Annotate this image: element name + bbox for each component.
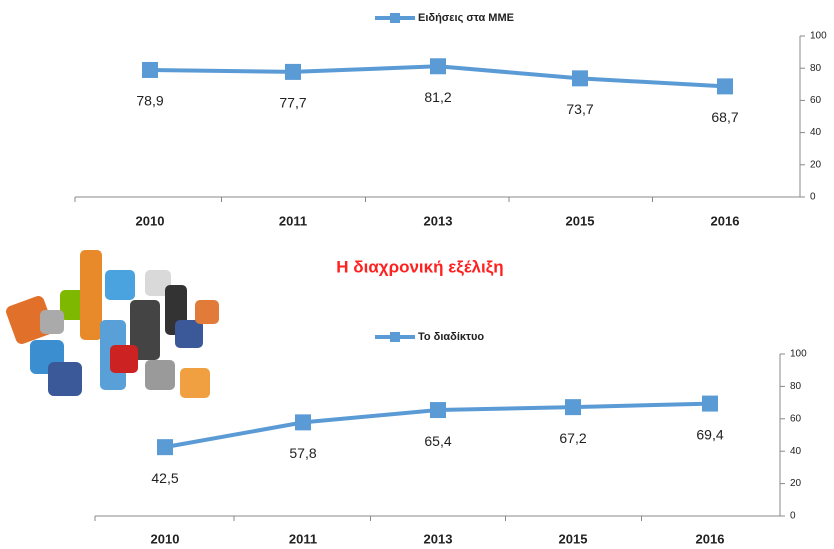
x-tick-label: 2016 [696,531,725,546]
point-marker [430,402,446,418]
x-tick-label: 2013 [424,531,453,546]
x-tick-label: 2010 [136,213,165,228]
y-tick-label: 20 [790,478,802,489]
legend-label: Το διαδίκτυο [418,331,484,343]
y-tick-label: 0 [790,511,796,522]
chart: Η διαχρονική εξέλιξη 0204060801002010201… [0,0,834,549]
y-tick-label: 80 [790,381,802,392]
y-tick-label: 80 [810,63,822,74]
value-label: 77,7 [279,95,306,111]
y-tick-label: 60 [790,413,802,424]
x-tick-label: 2015 [566,213,595,228]
value-label: 57,8 [289,445,316,461]
x-tick-label: 2013 [424,213,453,228]
point-marker [295,414,311,430]
y-tick-label: 100 [810,31,827,42]
heading: Η διαχρονική εξέλιξη [336,257,503,276]
point-marker [565,399,581,415]
page: {"heading":"Η διαχρονική εξέλιξη", "char… [0,0,834,549]
point-marker [430,58,446,74]
value-label: 42,5 [151,470,178,486]
point-marker [572,70,588,86]
value-label: 73,7 [566,101,593,117]
value-label: 65,4 [424,433,451,449]
y-tick-label: 40 [810,127,822,138]
point-marker [285,64,301,80]
y-tick-label: 100 [790,349,807,360]
legend-marker [390,13,400,23]
value-label: 69,4 [696,426,723,442]
x-tick-label: 2010 [151,531,180,546]
app-icons-illustration [4,250,219,398]
value-label: 67,2 [559,430,586,446]
value-label: 81,2 [424,89,451,105]
point-marker [142,62,158,78]
value-label: 78,9 [136,93,163,109]
legend-label: Ειδήσεις στα ΜΜΕ [418,12,514,24]
y-tick-label: 60 [810,95,822,106]
x-tick-label: 2016 [711,213,740,228]
point-marker [702,396,718,412]
x-tick-label: 2015 [559,531,588,546]
y-tick-label: 20 [810,159,822,170]
point-marker [717,78,733,94]
y-tick-label: 40 [790,446,802,457]
value-label: 68,7 [711,109,738,125]
y-tick-label: 0 [810,192,816,203]
point-marker [157,439,173,455]
legend-marker [390,332,400,342]
x-tick-label: 2011 [279,213,307,228]
x-tick-label: 2011 [289,531,317,546]
